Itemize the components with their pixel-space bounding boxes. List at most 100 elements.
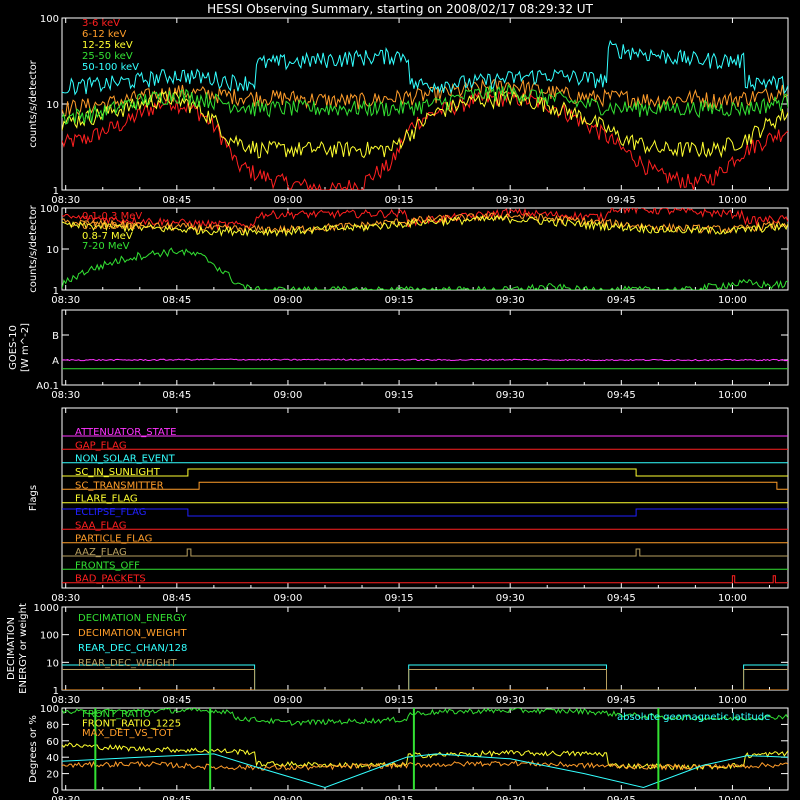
legend-entry: 0.1-0.3 MeV	[82, 211, 142, 222]
x-tick-label: 09:45	[607, 795, 636, 800]
panel-ratios: 08:30 08:45 09:00 09:15 09:30 09:45 10:00 0 20 40…	[28, 704, 789, 800]
legend-entry: DECIMATION_ENERGY	[78, 613, 187, 624]
y-tick-label: 100	[40, 14, 59, 25]
legend-entry: DECIMATION_WEIGHT	[78, 628, 187, 639]
y-tick-label: 10	[46, 658, 59, 669]
flag-label: FRONTS_OFF	[75, 560, 140, 571]
y-axis-label-line2: ENERGY or weight	[18, 603, 29, 694]
x-tick-label: 08:30	[51, 195, 80, 206]
legend-entry: FRONT_RATIO	[82, 709, 151, 720]
legend-entry: REAR_DEC_CHAN/128	[78, 643, 187, 654]
y-axis-label-units: [W m^-2]	[20, 323, 31, 372]
series-line-25-50-kev	[62, 83, 788, 125]
legend-entry: 6-12 keV	[82, 29, 126, 40]
legend-entry: 0.8-7 MeV	[82, 231, 133, 242]
x-tick-label: 09:15	[385, 390, 414, 401]
x-tick-label: 09:15	[385, 295, 414, 306]
panel-decimation: 08:30 08:45 09:00 09:15 09:30 09:45 10:00 1 10 10…	[6, 603, 789, 706]
flag-label: ECLIPSE_FLAG	[75, 507, 146, 518]
series-line-50-100-kev	[62, 39, 788, 96]
x-tick-label: 09:30	[496, 695, 525, 706]
flag-label: ATTENUATOR_STATE	[75, 427, 176, 438]
x-tick-label: 09:00	[274, 295, 303, 306]
x-tick-label: 09:15	[385, 195, 414, 206]
x-tick-label: 09:00	[274, 593, 303, 604]
legend-entry: 50-100 keV	[82, 62, 139, 73]
panel-rates_low: 08:30 08:45 09:00 09:15 09:30 09:45 10:00 1 10 10…	[28, 14, 789, 206]
x-tick-label: 10:00	[718, 195, 747, 206]
legend-entry: 7-20 MeV	[82, 241, 130, 252]
y-tick-label: 10	[46, 100, 59, 111]
series-line-front-ratio	[62, 708, 788, 727]
flag-line-sc-in-sunlight	[62, 468, 788, 477]
y-tick-label: A	[52, 356, 59, 367]
panel-frame	[61, 407, 789, 589]
annotation-label: absolute geomagnetic latitude	[617, 712, 770, 723]
x-tick-label: 08:45	[162, 195, 191, 206]
panel-plot-area	[62, 358, 788, 370]
x-tick-label: 09:00	[274, 795, 303, 800]
panel-flags: 08:30 08:45 09:00 09:15 09:30 09:45 10:00 Flags…	[28, 407, 789, 604]
x-tick-label: 10:00	[718, 295, 747, 306]
series-line-max-det-vs-tot	[62, 759, 788, 771]
y-tick-label: 1	[53, 286, 59, 297]
flag-label: PARTICLE_FLAG	[75, 534, 152, 545]
x-tick-label: 09:15	[385, 593, 414, 604]
y-tick-label: 60	[46, 737, 59, 748]
x-tick-label: 08:45	[162, 593, 191, 604]
legend-entry: REAR_DEC_WEIGHT	[78, 658, 177, 669]
flag-label: NON_SOLAR_EVENT	[75, 454, 176, 465]
y-tick-label: 10	[46, 245, 59, 256]
x-tick-label: 09:30	[496, 295, 525, 306]
x-tick-label: 10:00	[718, 593, 747, 604]
x-tick-label: 08:30	[51, 795, 80, 800]
panel-goes: 08:30 08:45 09:00 09:15 09:30 09:45 10:00 A0.1 A…	[8, 309, 789, 401]
x-tick-label: 09:30	[496, 593, 525, 604]
x-tick-label: 09:30	[496, 795, 525, 800]
x-tick-label: 10:00	[718, 390, 747, 401]
y-tick-label: 20	[46, 770, 59, 781]
y-axis-label: counts/s/detector	[28, 204, 39, 292]
y-axis-label: Degrees or %	[28, 715, 39, 783]
y-tick-label: 1000	[34, 603, 59, 614]
y-axis-label: counts/s/detector	[28, 59, 39, 147]
x-tick-label: 08:45	[162, 295, 191, 306]
flag-label: AAZ_FLAG	[75, 547, 127, 558]
y-tick-label: 100	[40, 631, 59, 642]
flag-line-eclipse-flag	[62, 508, 788, 517]
legend-entry: FRONT_RATIO_1225	[82, 719, 181, 730]
panel-rates_high: 08:30 08:45 09:00 09:15 09:30 09:45 10:00 1 10 10…	[28, 204, 789, 306]
y-tick-label: 1	[53, 186, 59, 197]
chart-title: HESSI Observing Summary, starting on 200…	[207, 2, 593, 16]
x-tick-label: 09:15	[385, 695, 414, 706]
series-line-goes-10-flux	[62, 358, 788, 362]
x-tick-label: 08:30	[51, 695, 80, 706]
y-tick-label: 0	[53, 786, 59, 797]
series-line-0-8-7-mev	[62, 214, 788, 237]
x-tick-label: 08:30	[51, 390, 80, 401]
x-tick-label: 08:45	[162, 695, 191, 706]
y-tick-label: 100	[40, 204, 59, 215]
x-tick-label: 10:00	[718, 695, 747, 706]
x-tick-label: 08:30	[51, 593, 80, 604]
x-tick-label: 08:45	[162, 795, 191, 800]
x-tick-label: 09:30	[496, 195, 525, 206]
flag-label: BAD_PACKETS	[75, 574, 146, 585]
y-tick-label: 1	[53, 686, 59, 697]
flag-label: SC_IN_SUNLIGHT	[75, 467, 161, 478]
series-line-absolute-geomagnetic-latitude	[62, 753, 788, 789]
series-line-3-6-kev	[62, 89, 788, 190]
x-tick-label: 08:30	[51, 295, 80, 306]
legend-entry: 25-50 keV	[82, 51, 133, 62]
series-line-0-1-0-3-mev	[62, 208, 788, 231]
panel-plot-area	[62, 39, 788, 190]
flag-line-bad-packets	[62, 575, 788, 584]
panel-plot-area	[62, 708, 788, 790]
y-axis-label: Flags	[28, 485, 39, 511]
x-tick-label: 09:45	[607, 593, 636, 604]
legend-entry: 3-6 keV	[82, 18, 120, 29]
flag-label: FLARE_FLAG	[75, 494, 138, 505]
flag-label: SC_TRANSMITTER	[75, 480, 164, 491]
flag-label: SAA_FLAG	[75, 520, 126, 531]
